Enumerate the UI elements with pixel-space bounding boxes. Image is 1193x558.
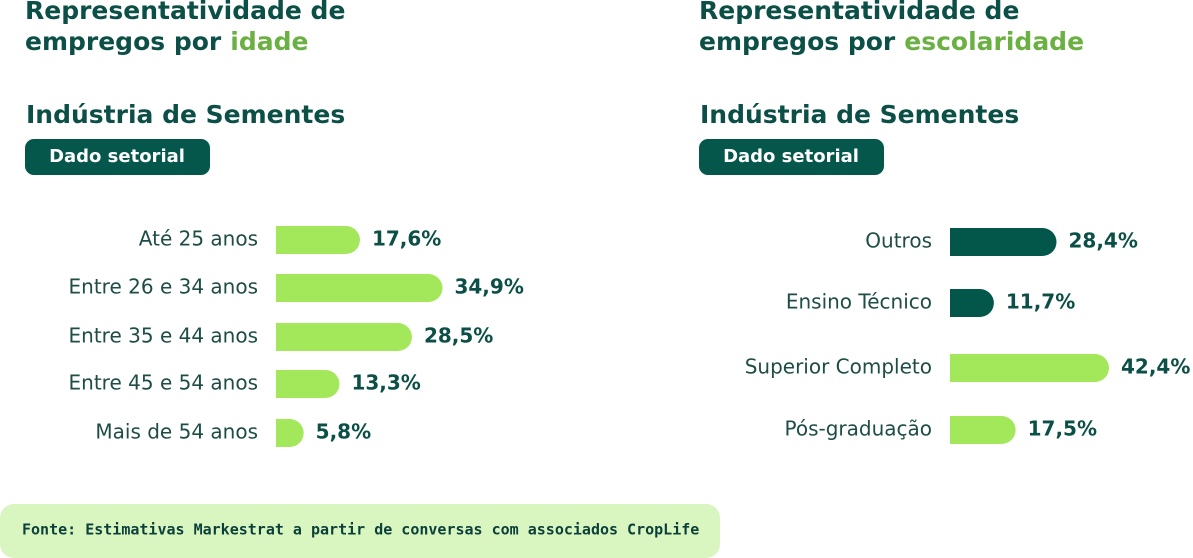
bar [950,228,1057,256]
category-label: Pós-graduação [784,417,932,441]
bar [276,419,304,447]
value-label: 17,5% [1028,417,1097,441]
value-label: 42,4% [1121,355,1190,379]
title-line: empregos por [25,27,222,56]
title-line: empregos por [699,27,896,56]
category-label: Mais de 54 anos [95,420,258,444]
category-label: Entre 26 e 34 anos [69,275,258,299]
category-label: Outros [865,229,932,253]
value-label: 5,8% [316,420,371,444]
subtitle: Indústria de Sementes [700,100,1019,129]
category-label: Superior Completo [745,355,932,379]
chart-title: Representatividade de [25,0,345,25]
value-label: 28,4% [1069,229,1138,253]
bar [950,289,994,317]
subtitle: Indústria de Sementes [26,100,345,129]
title-line: Representatividade de [25,0,345,25]
value-label: 11,7% [1006,290,1075,314]
badge-label: Dado setorial [49,146,185,167]
badge [25,139,210,175]
category-label: Entre 35 e 44 anos [69,324,258,348]
chart-title: empregos por escolaridade [699,27,1084,56]
badge [699,139,884,175]
category-label: Entre 45 e 54 anos [69,371,258,395]
bar [276,370,340,398]
category-label: Ensino Técnico [786,290,932,314]
source: Fonte: Estimativas Markestrat a partir d… [22,521,699,539]
chart-title: Representatividade de [699,0,1019,25]
value-label: 34,9% [454,275,523,299]
chart-title: empregos por idade [25,27,308,56]
title-line: Representatividade de [699,0,1019,25]
bar [950,354,1109,382]
category-label: Até 25 anos [139,227,258,251]
value-label: 28,5% [424,324,493,348]
title-highlight: escolaridade [904,27,1084,56]
bar [276,274,443,302]
source-box [0,504,720,558]
badge-label: Dado setorial [723,146,859,167]
bar [276,226,360,254]
bar [950,416,1016,444]
value-label: 17,6% [372,227,441,251]
value-label: 13,3% [351,371,420,395]
title-highlight: idade [230,27,308,56]
bar [276,323,412,351]
